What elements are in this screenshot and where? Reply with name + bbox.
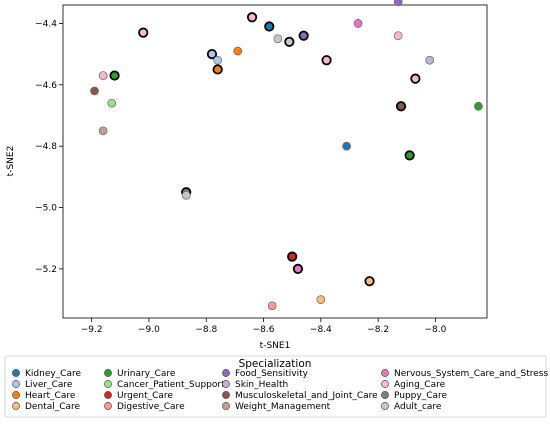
scatter-point [246, 12, 258, 23]
scatter-point [98, 71, 108, 80]
scatter-point [410, 73, 421, 84]
legend-label: Skin_Health [235, 380, 288, 390]
scatter-point [364, 276, 375, 287]
legend-label: Cancer_Patient_Support [117, 380, 225, 390]
scatter-point [181, 190, 191, 200]
scatter-point [107, 98, 117, 108]
legend-label: Urinary_Care [117, 369, 176, 379]
x-axis-ticks: −9.2 −9.0 −8.8 −8.6 −8.4 −8.2 −8.0 [81, 318, 447, 335]
scatter-point [298, 30, 309, 41]
scatter-point [292, 263, 304, 275]
scatter-point [395, 101, 407, 112]
legend-marker [381, 391, 389, 399]
scatter-point [212, 64, 223, 75]
legend-title: Specialization [239, 358, 312, 370]
legend-marker [222, 391, 230, 399]
scatter-point [404, 150, 415, 161]
scatter-point [393, 0, 403, 7]
scatter-point [393, 31, 403, 41]
legend-label: Weight_Management [235, 402, 331, 412]
scatter-point [109, 70, 120, 81]
legend-label: Urgent_Care [117, 391, 173, 401]
scatter-point [206, 48, 218, 60]
y-tick-label: −5.2 [35, 265, 57, 275]
legend-marker [12, 369, 20, 377]
legend-marker [381, 369, 389, 377]
legend-marker [104, 402, 112, 410]
y-tick-label: −5.0 [35, 204, 57, 214]
legend-label: Digestive_Care [117, 402, 185, 412]
legend-frame [4, 355, 547, 418]
legend-label: Kidney_Care [25, 369, 81, 379]
legend-marker [12, 391, 20, 399]
legend-label: Food_Sensitivity [235, 369, 309, 379]
legend-label: Liver_Care [25, 380, 73, 390]
legend: Specialization Kidney_CareLiver_CareHear… [4, 355, 548, 418]
scatter-point [287, 251, 298, 262]
scatter-points [90, 0, 483, 311]
legend-marker [104, 369, 112, 377]
legend-marker [222, 369, 230, 377]
scatter-point [474, 101, 483, 111]
x-tick-label: −8.4 [310, 325, 332, 335]
legend-items: Kidney_CareLiver_CareHeart_CareDental_Ca… [12, 369, 548, 412]
legend-label: Puppy_Care [394, 391, 448, 401]
legend-marker [12, 380, 20, 388]
legend-label: Adult_care [394, 402, 442, 412]
legend-marker [381, 380, 389, 388]
legend-label: Musculoskeletal_and_Joint_Care [235, 391, 378, 401]
scatter-point [233, 46, 243, 56]
x-axis-label: t-SNE1 [260, 341, 291, 351]
x-tick-label: −9.2 [81, 325, 103, 335]
scatter-point [321, 55, 332, 66]
scatter-point [273, 34, 283, 44]
x-tick-label: −9.0 [138, 325, 160, 335]
legend-label: Aging_Care [394, 380, 446, 390]
legend-label: Dental_Care [25, 402, 81, 412]
scatter-point [425, 55, 435, 65]
x-tick-label: −8.2 [367, 325, 389, 335]
y-axis-ticks: −4.4 −4.6 −4.8 −5.0 −5.2 [35, 19, 63, 275]
legend-marker [12, 402, 20, 410]
y-tick-label: −4.8 [35, 142, 57, 152]
scatter-point [342, 141, 351, 151]
scatter-point [98, 126, 108, 136]
legend-marker [222, 402, 230, 410]
scatter-point [353, 19, 363, 28]
y-tick-label: −4.4 [35, 19, 57, 29]
legend-label: Nervous_System_Care_and_Stress [394, 369, 548, 379]
x-tick-label: −8.0 [425, 325, 447, 335]
scatter-point [264, 21, 275, 32]
legend-marker [104, 391, 112, 399]
scatter-point [316, 295, 326, 304]
legend-marker [381, 402, 389, 410]
x-tick-label: −8.6 [253, 325, 275, 335]
legend-marker [222, 380, 230, 388]
y-tick-label: −4.6 [35, 81, 57, 91]
scatter-point [213, 55, 223, 65]
plot-area [62, 4, 488, 319]
scatter-point [90, 86, 99, 96]
legend-label: Heart_Care [25, 391, 76, 401]
legend-marker [104, 380, 112, 388]
x-tick-label: −8.8 [195, 325, 217, 335]
scatter-point [138, 27, 149, 38]
y-axis-label: t-SNE2 [6, 146, 16, 177]
scatter-point [267, 301, 277, 311]
scatter-point [284, 36, 295, 47]
